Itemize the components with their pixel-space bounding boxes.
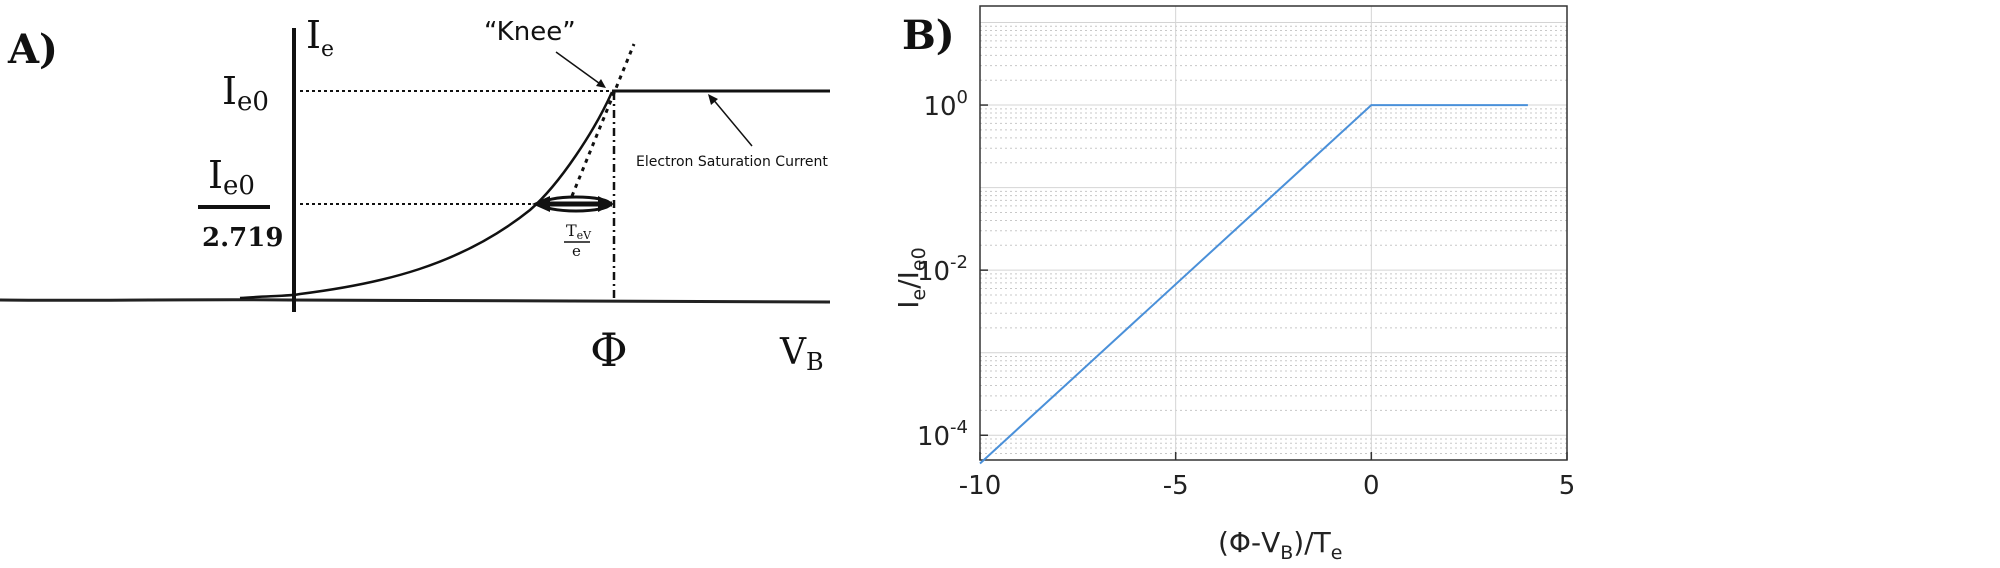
chart-b-logplot: -10 -5 0 5 100 10-2 10-4 (Φ-VB)/Te Ie/Ie0 bbox=[892, 5, 1576, 564]
x-axis-label: VB bbox=[779, 332, 824, 376]
phi-label: Φ bbox=[590, 323, 628, 377]
x-tick-label: -10 bbox=[959, 471, 1001, 501]
major-grid bbox=[979, 6, 1568, 460]
knee-label: “Knee” bbox=[484, 17, 576, 47]
saturation-arrow bbox=[711, 97, 753, 147]
y-axis-label: Ie bbox=[306, 13, 334, 62]
y-tick-label: 100 bbox=[923, 87, 968, 122]
tev-double-arrow bbox=[532, 195, 614, 213]
y-axis-label: Ie/Ie0 bbox=[892, 247, 930, 308]
x-axis-label: (Φ-VB)/Te bbox=[1218, 526, 1342, 564]
knee-arrow bbox=[555, 51, 604, 87]
minor-grid bbox=[980, 25, 1567, 455]
series-line bbox=[979, 104, 1528, 465]
saturation-label: Electron Saturation Current bbox=[636, 154, 828, 170]
panel-label-a: A) bbox=[8, 26, 58, 73]
x-tick-label: -5 bbox=[1163, 471, 1189, 501]
y-tick-label: 10-2 bbox=[917, 252, 968, 287]
tev-denominator: e bbox=[572, 242, 581, 260]
y-tick-label: 10-4 bbox=[917, 417, 968, 452]
panel-label-b: B) bbox=[902, 12, 955, 59]
knee-tangent-line bbox=[570, 43, 636, 197]
plot-frame bbox=[979, 5, 1568, 461]
chart-a-schematic: Ie Ie0 Ie0 2.719 Φ VB “Knee” Electron Sa… bbox=[0, 13, 831, 377]
iv-curve bbox=[239, 91, 614, 300]
baseline bbox=[0, 298, 831, 304]
ie0-label: Ie0 bbox=[222, 69, 269, 117]
x-ticks: -10 -5 0 5 bbox=[959, 452, 1576, 501]
x-tick-label: 5 bbox=[1559, 471, 1576, 501]
x-tick-label: 0 bbox=[1363, 471, 1380, 501]
tev-numerator: TeV bbox=[566, 221, 592, 242]
y-ticks: 100 10-2 10-4 bbox=[917, 87, 988, 452]
frac-denominator: 2.719 bbox=[202, 223, 283, 253]
frac-numerator: Ie0 bbox=[208, 153, 255, 201]
